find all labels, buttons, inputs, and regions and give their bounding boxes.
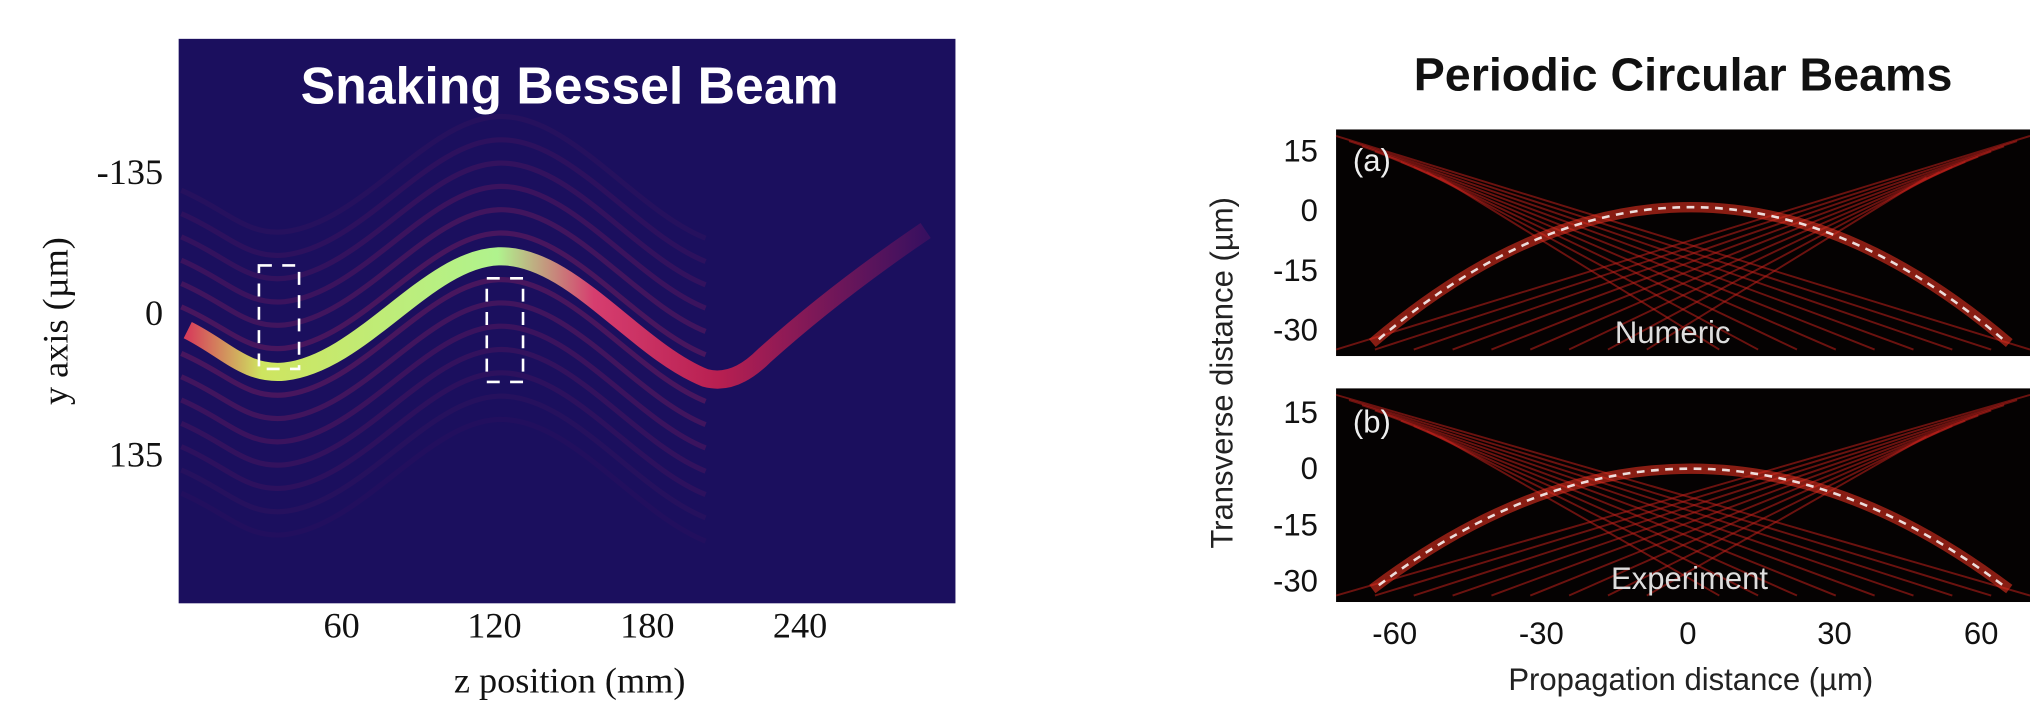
fringe [180, 230, 707, 358]
panel-label: (a) [1353, 143, 1391, 178]
x-tick-label: 60 [1964, 616, 1999, 651]
ray [1452, 409, 1992, 597]
y-tick-label: -30 [1273, 563, 1318, 598]
ray [1568, 425, 1953, 597]
ray [1400, 160, 1837, 351]
y-tick-label: 0 [145, 293, 163, 333]
ray [1413, 425, 1798, 597]
y-tick-label: 135 [109, 434, 163, 474]
annotation: Experiment [1611, 561, 1768, 596]
ray [1413, 404, 2005, 597]
ray [1426, 171, 1759, 351]
y-tick-label: -30 [1273, 312, 1318, 347]
x-tick-label: 0 [1679, 616, 1696, 651]
fringe [180, 113, 707, 241]
panel-label: (b) [1353, 404, 1391, 439]
x-tick-label: 60 [324, 606, 360, 646]
ray [1335, 393, 2030, 597]
ray [1361, 145, 1953, 351]
x-tick-label: -60 [1372, 616, 1417, 651]
annotation: Numeric [1615, 315, 1731, 350]
ray [1607, 171, 1940, 351]
y-tick-label: 15 [1283, 395, 1318, 430]
ray [1491, 414, 1979, 597]
fringe [180, 183, 707, 311]
ray [1348, 140, 1992, 351]
fringe [180, 300, 707, 428]
x-axis-label: Propagation distance (µm) [1508, 662, 1873, 697]
fringe [180, 323, 707, 451]
ray [1529, 419, 1966, 597]
fringe [180, 346, 707, 474]
y-axis-label: y axis (µm) [35, 237, 75, 405]
chart-title: Periodic Circular Beams [1414, 49, 1953, 101]
ray [1374, 150, 1914, 351]
y-axis-label: Transverse distance (µm) [1205, 197, 1240, 549]
fringe [180, 277, 707, 404]
ray [1335, 135, 2030, 351]
ray [1529, 160, 1966, 351]
ray [1568, 166, 1953, 351]
ray [1374, 399, 2018, 597]
ray [1646, 176, 1927, 351]
ray [1374, 140, 2018, 351]
y-tick-label: 0 [1301, 193, 1318, 228]
x-axis-label: z position (mm) [454, 661, 686, 701]
fringe [180, 416, 707, 544]
ray [1413, 145, 2005, 351]
ray [1439, 435, 1720, 597]
y-tick-label: 0 [1301, 451, 1318, 486]
parabola [1377, 205, 2004, 341]
chart-title: Snaking Bessel Beam [301, 57, 839, 115]
ray [1646, 435, 1927, 597]
ray [1452, 150, 1992, 351]
ray [1387, 155, 1876, 351]
x-tick-label: -30 [1519, 616, 1564, 651]
fringe [180, 207, 707, 334]
x-tick-label: 240 [773, 606, 827, 646]
ray [1400, 419, 1837, 597]
y-tick-label: 15 [1283, 134, 1318, 169]
fringe [180, 137, 707, 264]
ray [1348, 399, 1992, 597]
left-heatmap [178, 38, 956, 604]
ray [1374, 409, 1914, 597]
y-tick-label: -15 [1273, 507, 1318, 542]
ray [1413, 166, 1798, 351]
ray [1439, 176, 1720, 351]
ray [1426, 430, 1759, 597]
ray [1387, 414, 1875, 597]
x-tick-label: 180 [620, 606, 674, 646]
parabola [1378, 467, 2004, 587]
fringe [180, 160, 707, 288]
ray [1491, 155, 1979, 351]
ray [1607, 430, 1940, 597]
x-tick-label: 120 [467, 606, 521, 646]
ray [1361, 404, 1953, 597]
x-tick-label: 30 [1817, 616, 1852, 651]
fringe [180, 393, 707, 521]
y-tick-label: -15 [1273, 253, 1318, 288]
fringe [180, 370, 707, 497]
y-tick-label: -135 [97, 152, 163, 192]
